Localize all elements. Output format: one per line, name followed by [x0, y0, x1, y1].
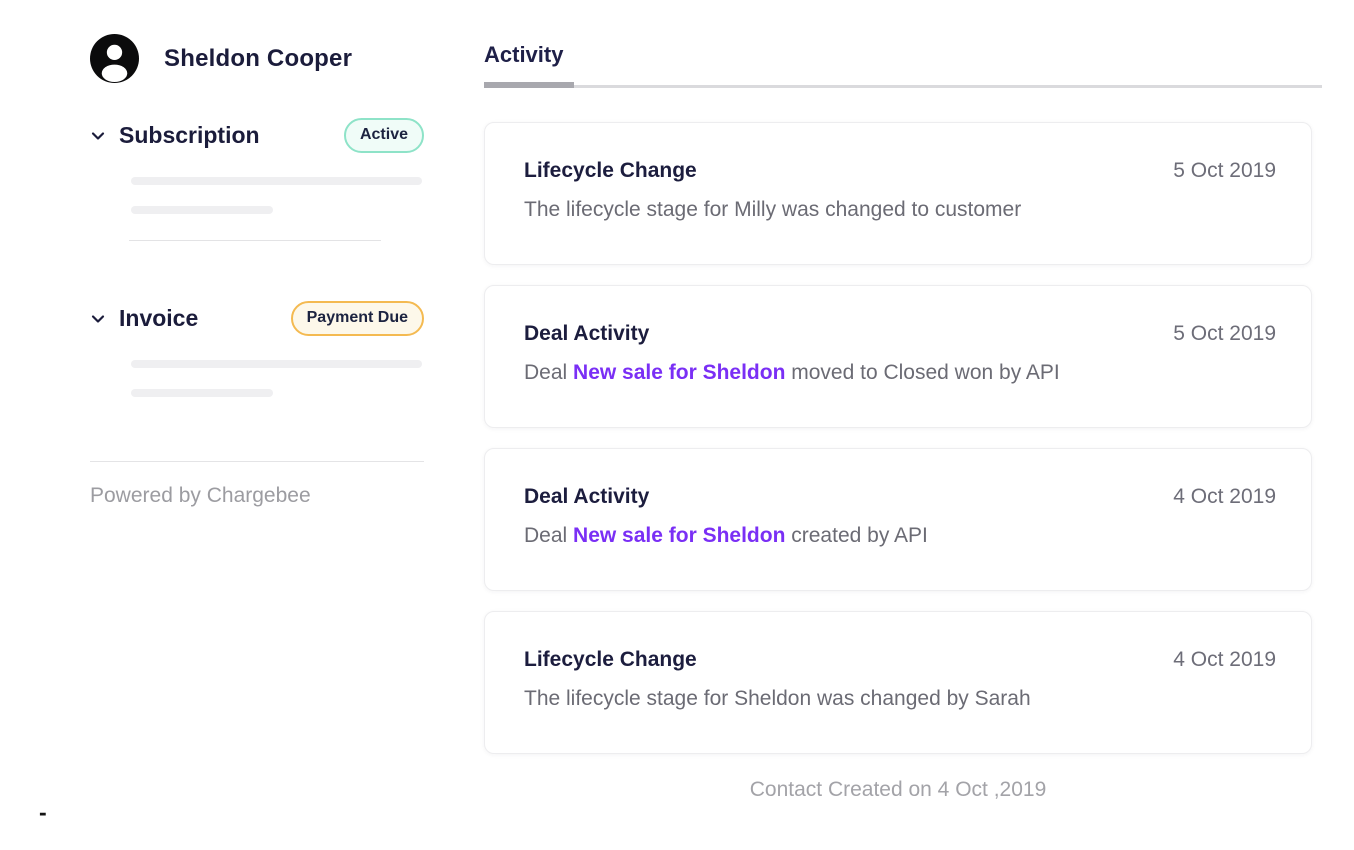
subscription-section: Subscription Active [90, 118, 424, 241]
activity-body-text: The lifecycle stage for Milly was change… [524, 198, 1022, 221]
activity-body-text: created by API [785, 524, 928, 547]
sidebar-divider [90, 461, 424, 462]
subscription-title: Subscription [119, 122, 260, 148]
invoice-status-badge: Payment Due [290, 301, 424, 336]
activity-card-body: Deal New sale for Sheldon created by API [524, 524, 1276, 548]
activity-card-body: Deal New sale for Sheldon moved to Close… [524, 361, 1276, 385]
avatar [90, 34, 139, 83]
activity-body-text: moved to Closed won by API [785, 361, 1060, 384]
activity-card-title: Lifecycle Change [524, 648, 697, 671]
tab-track-line [484, 85, 1322, 88]
activity-body-text: Deal [524, 524, 574, 547]
tab-activity[interactable]: Activity [484, 42, 564, 67]
contact-sidebar: Sheldon Cooper Subscription Active Invoi… [90, 34, 424, 508]
section-divider [129, 240, 381, 241]
activity-body-text: Deal [524, 361, 574, 384]
chevron-down-icon[interactable] [90, 311, 106, 327]
activity-body-text: The lifecycle stage for Sheldon was chan… [524, 687, 1031, 710]
tab-track [484, 82, 1330, 88]
activity-card-title: Deal Activity [524, 485, 650, 508]
deal-link[interactable]: New sale for Sheldon [573, 524, 786, 547]
skeleton-line [131, 177, 422, 185]
activity-card: Deal Activity 4 Oct 2019 Deal New sale f… [484, 448, 1312, 591]
activity-card-body: The lifecycle stage for Sheldon was chan… [524, 687, 1276, 711]
activity-card-date: 5 Oct 2019 [1173, 159, 1276, 182]
chevron-down-icon[interactable] [90, 128, 106, 144]
activity-card-date: 5 Oct 2019 [1173, 322, 1276, 345]
deal-link[interactable]: New sale for Sheldon [573, 361, 786, 384]
corner-dash: - [39, 799, 47, 825]
contact-profile: Sheldon Cooper [90, 34, 424, 83]
activity-card-date: 4 Oct 2019 [1173, 648, 1276, 671]
activity-panel: Activity Lifecycle Change 5 Oct 2019 The… [484, 42, 1330, 802]
powered-by-label: Powered by Chargebee [90, 484, 311, 507]
skeleton-line [131, 206, 273, 214]
invoice-title: Invoice [119, 305, 199, 331]
invoice-section: Invoice Payment Due [90, 301, 424, 397]
contact-created-note: Contact Created on 4 Oct ,2019 [749, 778, 1047, 801]
activity-card-list: Lifecycle Change 5 Oct 2019 The lifecycl… [484, 122, 1312, 754]
activity-card-title: Lifecycle Change [524, 159, 697, 182]
activity-card: Deal Activity 5 Oct 2019 Deal New sale f… [484, 285, 1312, 428]
activity-card-title: Deal Activity [524, 322, 650, 345]
activity-card: Lifecycle Change 4 Oct 2019 The lifecycl… [484, 611, 1312, 754]
skeleton-line [131, 389, 273, 397]
subscription-status-badge: Active [343, 118, 424, 153]
activity-card-date: 4 Oct 2019 [1173, 485, 1276, 508]
activity-card: Lifecycle Change 5 Oct 2019 The lifecycl… [484, 122, 1312, 265]
tab-active-indicator [484, 82, 574, 88]
skeleton-line [131, 360, 422, 368]
activity-card-body: The lifecycle stage for Milly was change… [524, 198, 1276, 222]
contact-name: Sheldon Cooper [164, 44, 353, 72]
